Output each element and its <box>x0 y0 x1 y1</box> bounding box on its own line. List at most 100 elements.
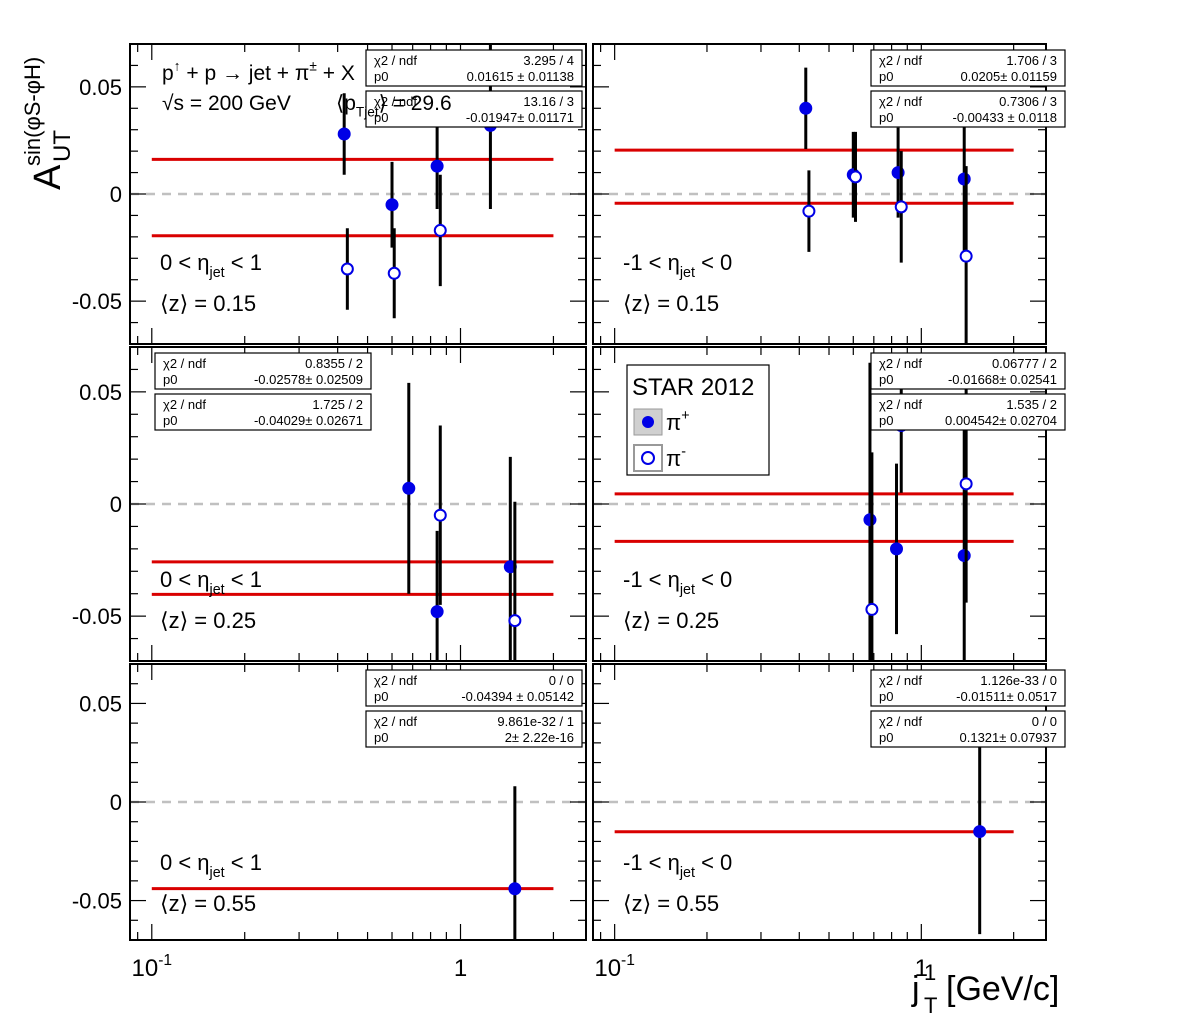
x-axis-title-main: j <box>911 970 920 1008</box>
legend-label-pim-part: - <box>681 444 686 460</box>
x-axis-title-sub: T <box>924 993 937 1018</box>
stat-chi2-label: χ2 / ndf <box>879 356 922 371</box>
point-pip <box>863 513 877 527</box>
legend-marker-pip <box>642 416 654 428</box>
panel-6: -1 < ηjet < 0 ⟨z⟩ = 0.55 χ2 / ndf 1.126e-33… <box>592 663 1066 941</box>
x-axis-title-sup: 1 <box>924 960 936 985</box>
panel-frame <box>592 663 1047 941</box>
stat-p0-label: p0 <box>879 689 893 704</box>
y-tick-label: 0.05 <box>79 75 122 100</box>
eta-label-part: jet <box>679 865 695 881</box>
eta-label-part: < 1 <box>225 250 262 275</box>
eta-label-part: < 0 <box>695 850 732 875</box>
legend-label-pip-part: + <box>681 408 689 424</box>
stat-box: χ2 / ndf 0 / 0 p0 0.1321± 0.07937 <box>870 710 1066 748</box>
eta-label-part: -1 < η <box>623 850 680 875</box>
stat-p0-value: 0.0205± 0.01159 <box>960 69 1057 84</box>
eta-label-part: < 1 <box>225 567 262 592</box>
y-tick-label: 0.05 <box>79 691 122 716</box>
stat-box: χ2 / ndf 1.725 / 2 p0 -0.04029± 0.02671 <box>154 393 372 431</box>
stat-p0-label: p0 <box>374 689 388 704</box>
stat-p0-value: -0.00433 ± 0.0118 <box>953 110 1057 125</box>
stat-p0-label: p0 <box>163 372 177 387</box>
eta-label-part: jet <box>209 582 225 598</box>
panel-frame <box>592 346 1047 662</box>
eta-label: -1 < ηjet < 0 <box>623 250 732 281</box>
point-pim <box>508 614 522 628</box>
ptjet-label: ⟨pTjet⟩ = 29.6 <box>336 92 452 120</box>
legend-label-pim: π- <box>666 444 686 471</box>
eta-label-part: -1 < η <box>623 250 680 275</box>
point-pim <box>387 266 401 280</box>
ptjet-label-part: Tjet <box>356 105 379 120</box>
legend-marker-pim <box>641 451 655 465</box>
reaction-label-part: ± <box>309 59 317 74</box>
stat-chi2-value: 0.7306 / 3 <box>999 94 1057 109</box>
x-tick-label-part: 10 <box>131 955 158 982</box>
stat-box: χ2 / ndf 0 / 0 p0 -0.04394 ± 0.05142 <box>365 669 583 707</box>
point-pip <box>385 198 399 212</box>
stat-chi2-label: χ2 / ndf <box>374 673 417 688</box>
eta-label-part: < 0 <box>695 567 732 592</box>
stat-chi2-value: 0.8355 / 2 <box>305 356 363 371</box>
stat-box: χ2 / ndf 1.706 / 3 p0 0.0205± 0.01159 <box>870 49 1066 87</box>
x-tick-label-part: 10 <box>594 955 621 982</box>
stat-chi2-value: 1.535 / 2 <box>1006 397 1057 412</box>
y-tick-label: 0 <box>110 182 122 207</box>
stat-chi2-label: χ2 / ndf <box>879 673 922 688</box>
stat-box-frame <box>365 90 583 128</box>
point-pip <box>799 101 813 115</box>
point-pim <box>848 170 862 184</box>
y-axis-title-main: A <box>27 164 69 190</box>
eta-label-part: < 1 <box>225 850 262 875</box>
stat-box-frame <box>154 393 372 431</box>
stat-box-frame <box>870 352 1066 390</box>
x-tick-label-part: -1 <box>621 952 635 969</box>
stat-p0-value: -0.04029± 0.02671 <box>254 413 363 428</box>
panel-2: -1 < ηjet < 0 ⟨z⟩ = 0.15 χ2 / ndf 1.706 / 3… <box>592 43 1066 345</box>
eta-label-part: 0 < η <box>160 250 210 275</box>
stat-chi2-value: 1.706 / 3 <box>1006 53 1057 68</box>
y-tick-label: 0 <box>110 492 122 517</box>
stat-chi2-label: χ2 / ndf <box>879 94 922 109</box>
stat-p0-value: 2± 2.22e-16 <box>505 730 574 745</box>
y-axis-title-sup: sin(φS-φH) <box>20 57 45 166</box>
stat-p0-label: p0 <box>879 110 893 125</box>
point-pim <box>865 602 879 616</box>
eta-label-part: jet <box>209 865 225 881</box>
eta-label-part: -1 < η <box>623 567 680 592</box>
stat-box-frame <box>870 90 1066 128</box>
eta-label-part: jet <box>679 582 695 598</box>
y-axis-title-sub: UT <box>49 130 76 162</box>
stat-p0-value: 0.1321± 0.07937 <box>960 730 1058 745</box>
stat-chi2-label: χ2 / ndf <box>879 397 922 412</box>
ptjet-label-part: ⟩ = 29.6 <box>379 92 452 115</box>
reaction-label-part: ↑ <box>174 59 181 74</box>
stat-box: χ2 / ndf 9.861e-32 / 1 p0 2± 2.22e-16 <box>365 710 583 748</box>
stat-p0-value: -0.01668± 0.02541 <box>948 372 1057 387</box>
eta-label: -1 < ηjet < 0 <box>623 850 732 881</box>
x-axis-title-unit: [GeV/c] <box>946 970 1059 1008</box>
stat-p0-value: -0.01947± 0.01171 <box>466 110 574 125</box>
z-label: ⟨z⟩ = 0.15 <box>623 291 719 316</box>
legend-label-pip-part: π <box>666 410 681 435</box>
stat-box: χ2 / ndf 0.7306 / 3 p0 -0.00433 ± 0.0118 <box>870 90 1066 128</box>
stat-box: χ2 / ndf 3.295 / 4 p0 0.01615 ± 0.01138 <box>365 49 583 87</box>
stat-chi2-value: 0.06777 / 2 <box>992 356 1057 371</box>
panel-data <box>614 67 1014 344</box>
stat-box-frame <box>870 669 1066 707</box>
point-pip <box>973 825 987 839</box>
point-pip <box>957 549 971 563</box>
energy-label: √s = 200 GeV <box>162 92 291 115</box>
stat-chi2-label: χ2 / ndf <box>374 94 417 109</box>
stat-p0-label: p0 <box>163 413 177 428</box>
eta-label-part: < 0 <box>695 250 732 275</box>
y-tick-label: -0.05 <box>72 889 122 914</box>
point-pim <box>802 204 816 218</box>
z-label: ⟨z⟩ = 0.15 <box>160 291 256 316</box>
point-pip <box>430 159 444 173</box>
point-pim <box>433 508 447 522</box>
eta-label: -1 < ηjet < 0 <box>623 567 732 598</box>
z-label: ⟨z⟩ = 0.55 <box>623 891 719 916</box>
